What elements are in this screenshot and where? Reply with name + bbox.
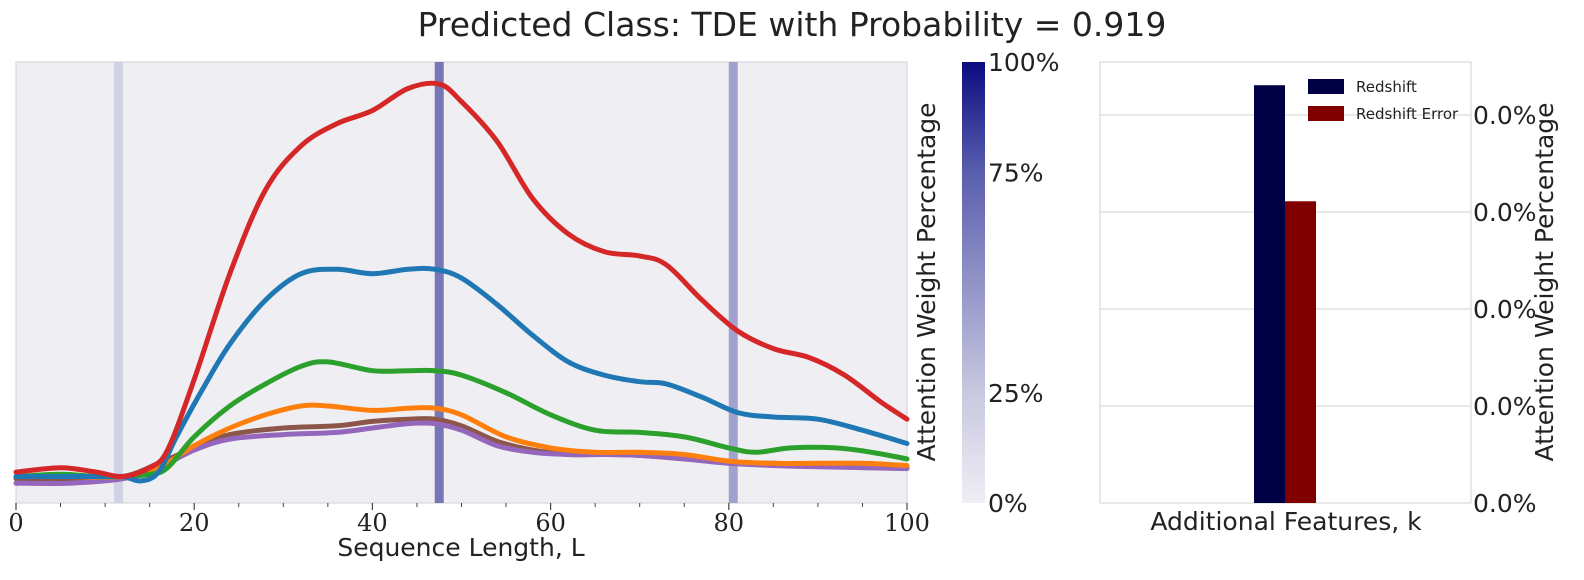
legend-label: Redshift Error <box>1356 105 1459 123</box>
bar-y-tick-label: 0.0% <box>1473 101 1537 130</box>
colorbar-ticks: 0% 25% 75% 100% <box>988 48 1059 518</box>
colorbar-label: Attention Weight Percentage <box>912 102 941 461</box>
series-line <box>13 359 910 480</box>
bar <box>1285 201 1316 503</box>
bar-y-tick-label: 0.0% <box>1473 392 1537 421</box>
bar-chart-panel: 0.0% 0.0% 0.0% 0.0% 0.0% Redshift Redshift Er… <box>1099 61 1559 536</box>
x-tick-label: 80 <box>714 509 745 537</box>
bar-y-tick-label: 0.0% <box>1473 489 1537 518</box>
x-tick-label: 40 <box>357 509 388 537</box>
bar-y-axis-label: Attention Weight Percentage <box>1530 102 1559 461</box>
line-plot-area <box>15 61 908 504</box>
series-line <box>13 265 910 484</box>
bar-y-tick-label: 0.0% <box>1473 295 1537 324</box>
colorbar-gradient <box>962 62 985 503</box>
legend: Redshift Redshift Error <box>1308 78 1459 123</box>
bar-x-axis-label: Additional Features, k <box>1150 507 1422 536</box>
x-tick-label: 0 <box>8 509 23 537</box>
colorbar-tick-label: 75% <box>988 158 1044 187</box>
legend-label: Redshift <box>1356 78 1417 96</box>
attention-bands <box>113 62 738 503</box>
series-lines <box>13 80 910 487</box>
x-tick-label: 100 <box>884 509 930 537</box>
legend-swatch <box>1308 79 1344 94</box>
bar-y-ticks: 0.0% 0.0% 0.0% 0.0% 0.0% <box>1473 101 1537 518</box>
bar <box>1254 85 1285 504</box>
x-tick-label: 20 <box>179 509 210 537</box>
colorbar-tick-label: 25% <box>988 379 1044 408</box>
bars <box>1254 85 1316 504</box>
bar-y-tick-label: 0.0% <box>1473 198 1537 227</box>
chart-title: Predicted Class: TDE with Probability = … <box>418 5 1167 44</box>
attention-band <box>728 62 738 503</box>
series-line <box>13 80 910 480</box>
line-chart-panel: 0 20 40 60 80 100 Sequence Length, L <box>8 61 930 562</box>
colorbar: 0% 25% 75% 100% Attention Weight Percentage <box>912 48 1059 518</box>
x-axis-label: Sequence Length, L <box>337 533 584 562</box>
x-axis-ticks: 0 20 40 60 80 100 <box>8 503 930 537</box>
attention-band <box>113 62 123 503</box>
legend-swatch <box>1308 106 1344 121</box>
x-tick-label: 60 <box>535 509 566 537</box>
colorbar-tick-label: 0% <box>988 489 1028 518</box>
colorbar-tick-label: 100% <box>988 48 1059 77</box>
attention-band <box>434 62 444 503</box>
